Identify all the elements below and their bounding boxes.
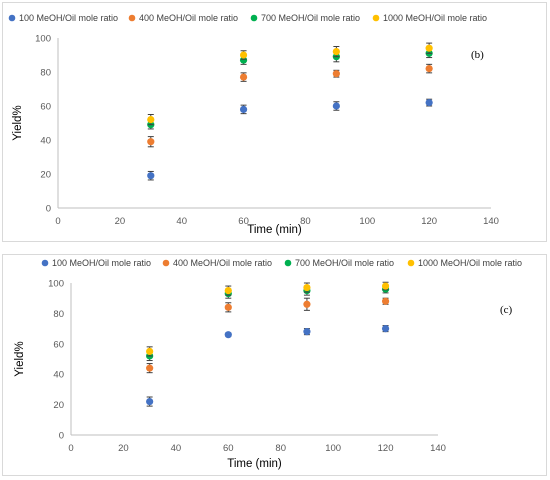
chart-b-x-tick-label: 40 <box>176 216 187 227</box>
chart-c-legend-label: 1000 MeOH/Oil mole ratio <box>418 258 522 268</box>
chart-c-data-point <box>381 282 390 290</box>
chart-c-y-axis-title: Yield% <box>14 341 26 376</box>
chart-c-data-point <box>146 347 154 355</box>
chart-b-x-tick-label: 120 <box>421 216 437 227</box>
chart-b-x-tick-label: 140 <box>483 216 499 227</box>
chart-b-data-point <box>147 138 155 146</box>
chart-panel-b: 0 20 40 60 80 100 120 140 0 20 40 60 80 100 Time (min)… <box>2 2 547 242</box>
chart-b-x-axis-title: Time (min) <box>247 224 302 236</box>
chart-c-y-tick-label: 100 <box>48 279 64 290</box>
chart-c-panel-tag: (c) <box>500 304 513 316</box>
chart-b-series-1 <box>147 98 433 181</box>
chart-b-legend-label: 700 MeOH/Oil mole ratio <box>261 13 360 23</box>
chart-b-x-tick-label: 100 <box>359 216 375 227</box>
chart-c-data-point <box>381 297 390 305</box>
chart-b-series-4 <box>147 42 433 126</box>
chart-c-legend-marker <box>162 259 170 267</box>
chart-c-x-tick-label: 40 <box>171 443 182 454</box>
chart-b-legend-marker <box>250 14 258 22</box>
chart-c-series-2 <box>146 297 390 374</box>
chart-c-data-point <box>303 300 311 308</box>
chart-b-data-point <box>332 70 340 78</box>
chart-c-data-point <box>146 397 154 406</box>
chart-c-legend-label: 100 MeOH/Oil mole ratio <box>52 258 151 268</box>
chart-b-y-tick-label: 20 <box>40 170 51 181</box>
chart-b-x-tick-label: 20 <box>115 216 126 227</box>
chart-b-y-tick-label: 80 <box>40 68 51 79</box>
chart-b-data-point <box>425 44 433 52</box>
chart-b-series-3 <box>147 48 433 130</box>
chart-b-x-tick-label: 60 <box>238 216 249 227</box>
chart-c-x-tick-label: 140 <box>430 443 446 454</box>
chart-b-data-point <box>239 73 248 81</box>
chart-c-data-point <box>224 287 232 295</box>
chart-c-y-tick-label: 40 <box>53 370 64 381</box>
chart-c-y-tick-label: 0 <box>59 431 64 442</box>
chart-b-data-point <box>239 105 248 113</box>
chart-c-data-point <box>381 325 390 333</box>
chart-b-y-tick-label: 0 <box>46 204 51 215</box>
chart-b-data-point <box>239 51 248 59</box>
chart-c-data-point <box>224 331 232 339</box>
chart-b-panel-tag: (b) <box>471 49 484 61</box>
chart-c-legend-marker <box>41 259 49 267</box>
chart-b-y-tick-label: 40 <box>40 136 51 147</box>
chart-c-y-tick-label: 60 <box>53 339 64 350</box>
chart-b-data-point <box>425 65 433 73</box>
chart-c-x-tick-label: 100 <box>325 443 341 454</box>
chart-c-x-tick-label: 0 <box>68 443 73 454</box>
chart-c-svg: 0 20 40 60 80 100 120 140 0 20 40 60 80 100 Time (min)… <box>14 258 522 470</box>
chart-c-series-1 <box>146 325 390 407</box>
chart-b-y-tick-label: 60 <box>40 102 51 113</box>
chart-b-x-tick-label: 80 <box>300 216 311 227</box>
chart-c-data-point <box>146 364 154 372</box>
chart-panel-c: 0 20 40 60 80 100 120 140 0 20 40 60 80 100 Time (min)… <box>2 254 547 476</box>
chart-b-legend-marker <box>372 14 380 22</box>
chart-c-legend-marker <box>407 259 415 267</box>
chart-b-data-point <box>147 116 155 124</box>
chart-c-x-tick-label: 60 <box>223 443 234 454</box>
chart-b-legend-label: 400 MeOH/Oil mole ratio <box>139 13 238 23</box>
chart-b-series-2 <box>147 63 433 148</box>
chart-c-x-tick-label: 20 <box>118 443 129 454</box>
chart-c-data-point <box>303 328 311 336</box>
chart-b-legend-label: 1000 MeOH/Oil mole ratio <box>383 13 487 23</box>
chart-b-data-point <box>332 102 340 110</box>
chart-b-legend-label: 100 MeOH/Oil mole ratio <box>19 13 118 23</box>
chart-c-series-4 <box>146 281 390 357</box>
chart-b-data-point <box>239 56 248 64</box>
chart-b-legend-marker <box>128 14 136 22</box>
chart-c-x-tick-label: 80 <box>275 443 286 454</box>
chart-c-data-point <box>303 283 311 292</box>
chart-b-legend-marker <box>8 14 16 22</box>
chart-c-legend-marker <box>284 259 292 267</box>
chart-b-x-tick-label: 0 <box>55 216 60 227</box>
chart-b-data-point <box>425 99 433 107</box>
chart-c-legend-label: 400 MeOH/Oil mole ratio <box>173 258 272 268</box>
chart-c-x-axis-title: Time (min) <box>227 458 282 470</box>
chart-b-y-tick-label: 100 <box>35 34 51 45</box>
chart-c-y-tick-label: 80 <box>53 309 64 320</box>
chart-b-svg: 0 20 40 60 80 100 120 140 0 20 40 60 80 100 Time (min)… <box>8 13 499 236</box>
chart-c-data-point <box>224 303 232 311</box>
chart-c-y-tick-label: 20 <box>53 400 64 411</box>
chart-c-legend-label: 700 MeOH/Oil mole ratio <box>295 258 394 268</box>
chart-b-data-point <box>332 48 340 56</box>
chart-c-series-3 <box>146 284 390 362</box>
chart-b-data-point <box>147 172 155 180</box>
chart-c-x-tick-label: 120 <box>378 443 394 454</box>
chart-b-y-axis-title: Yield% <box>12 105 24 140</box>
